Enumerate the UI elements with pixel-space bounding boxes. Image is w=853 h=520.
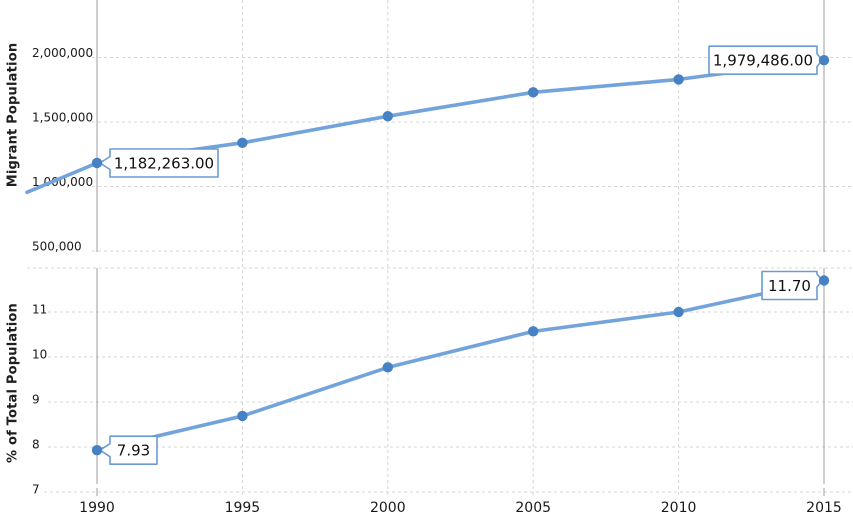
x-tick-label-2015: 2015 <box>806 500 842 516</box>
y-tick-label-top-panel: 2,000,000 <box>32 46 93 60</box>
y-tick-label-top-panel: 1,500,000 <box>32 111 93 125</box>
callout-label: 1,182,263.00 <box>114 154 214 172</box>
callout-label: 7.93 <box>117 442 150 460</box>
x-tick-label-1990: 1990 <box>79 500 115 516</box>
x-tick-label-2000: 2000 <box>370 500 406 516</box>
y-tick-label-bottom-panel: 9 <box>32 393 40 407</box>
data-point-marker-top[interactable] <box>673 74 684 85</box>
data-point-marker-top[interactable] <box>237 137 248 148</box>
data-point-marker-bottom[interactable] <box>673 306 684 318</box>
y-tick-label-top-panel: 500,000 <box>32 240 82 254</box>
data-point-marker-bottom[interactable] <box>237 410 248 422</box>
data-point-marker-top[interactable] <box>382 110 393 122</box>
data-point-marker-bottom[interactable] <box>528 326 539 337</box>
y-tick-label-bottom-panel: 11 <box>32 303 47 317</box>
y-tick-label-bottom-panel: 8 <box>32 438 40 452</box>
callout-label: 11.70 <box>768 277 811 295</box>
data-point-marker-top[interactable] <box>818 54 830 66</box>
y-tick-label-bottom-panel: 10 <box>32 348 47 362</box>
data-point-marker-bottom[interactable] <box>382 362 393 373</box>
data-point-marker-bottom[interactable] <box>91 444 103 456</box>
y-tick-label-bottom-panel: 7 <box>32 483 40 497</box>
callout-label: 1,979,486.00 <box>713 52 813 70</box>
data-point-marker-top[interactable] <box>91 157 103 169</box>
x-tick-label-2005: 2005 <box>515 500 551 516</box>
x-tick-label-1995: 1995 <box>225 500 261 516</box>
x-tick-label-2010: 2010 <box>661 500 697 516</box>
series-line-bottom <box>95 278 826 453</box>
data-point-marker-bottom[interactable] <box>818 275 830 286</box>
data-point-marker-top[interactable] <box>528 87 539 98</box>
